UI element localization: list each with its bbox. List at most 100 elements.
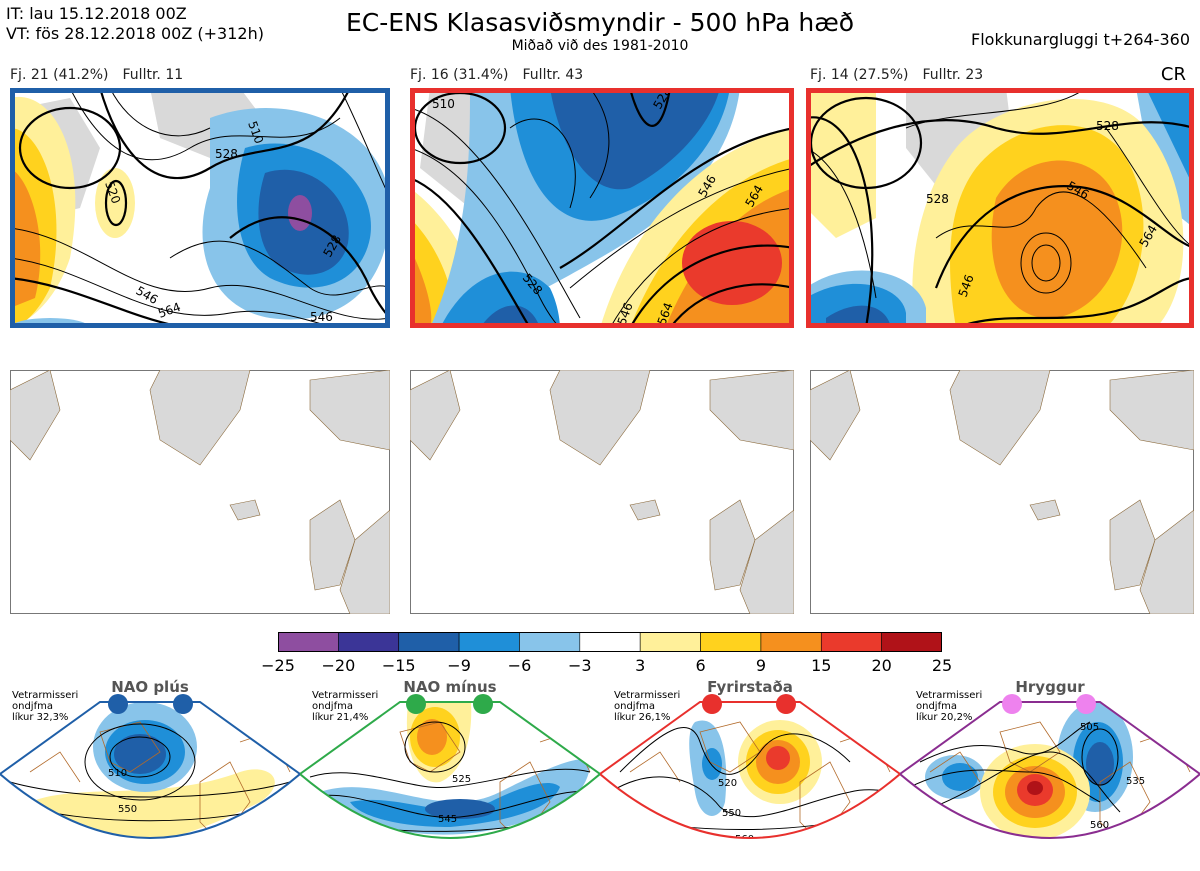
page-subtitle: Miðað við des 1981-2010: [511, 38, 689, 54]
colorbar-cell: [639, 632, 701, 652]
colorbar-tick-label: −20: [321, 656, 356, 675]
land-british-isles: [709, 499, 756, 591]
colorbar-cell: [278, 632, 339, 652]
regime-map-nao-plus: 510 550: [0, 694, 300, 839]
land-iceland: [629, 499, 661, 521]
regime-title-blocking: Fyrirstaða: [707, 678, 793, 696]
land-greenland: [549, 370, 651, 466]
colorbar-tick-label: 15: [811, 656, 832, 675]
contour-label: 525: [452, 774, 471, 785]
panel-2-fulltr: Fulltr. 43: [522, 67, 584, 83]
contour-label: 560: [1090, 820, 1109, 831]
contour-label: 510: [108, 768, 127, 779]
regime-dot: [406, 694, 426, 714]
colorbar-cell: [458, 632, 520, 652]
regime-title-nao-minus: NAO mínus: [403, 678, 497, 696]
land-europe: [1139, 509, 1194, 614]
panel-2-border: [410, 88, 794, 328]
cr-label: CR: [1160, 64, 1186, 85]
regime-map-blocking: 520 550 560: [600, 694, 900, 845]
regime-dot: [776, 694, 796, 714]
panel-1-border: [10, 88, 390, 328]
contour-label: 560: [735, 834, 754, 845]
panel-2-label: Fj. 16 (31.4%) Fulltr. 43: [410, 67, 597, 83]
panel-3-border: [806, 88, 1194, 328]
land-iceland: [1029, 499, 1061, 521]
colorbar-cell: [881, 632, 942, 652]
colorbar-tick-label: −9: [447, 656, 471, 675]
empty-map-1: [10, 370, 390, 614]
contour-label: 528: [215, 147, 238, 161]
colorbar-cell: [398, 632, 460, 652]
land-scandinavia: [1109, 370, 1194, 451]
regime-dot: [1002, 694, 1022, 714]
regime-title-ridge: Hryggur: [1015, 678, 1085, 696]
colorbar: [278, 632, 942, 652]
header-left: IT: lau 15.12.2018 00Z VT: fös 28.12.201…: [6, 4, 264, 44]
colorbar-cell: [338, 632, 400, 652]
contour-label: 550: [722, 808, 741, 819]
colorbar-cell: [519, 632, 581, 652]
cluster-map-1: 510 528 520 546 564 546 528: [10, 88, 390, 328]
land-canada: [810, 370, 861, 461]
colorbar-tick-label: 9: [755, 656, 766, 675]
land-europe: [339, 509, 390, 614]
colorbar-cell: [700, 632, 762, 652]
page-title: EC-ENS Klasasviðsmyndir - 500 hPa hæð: [345, 8, 855, 37]
empty-map-2: [410, 370, 794, 614]
regime-dot: [1076, 694, 1096, 714]
regime-info-ridge: Vetrarmisseri ondjfma líkur 20,2%: [916, 690, 983, 723]
regime-info-nao-minus: Vetrarmisseri ondjfma líkur 21,4%: [312, 690, 379, 723]
contour-label: 528: [926, 192, 949, 206]
land-europe: [739, 509, 794, 614]
colorbar-tick-label: 25: [931, 656, 953, 675]
panel-2-fj: Fj. 16 (31.4%): [410, 67, 509, 83]
land-iceland: [229, 499, 261, 521]
colorbar-cell: [579, 632, 641, 652]
regime-border: [0, 701, 300, 839]
contour-label: 535: [1126, 776, 1145, 787]
empty-map-3: [810, 370, 1194, 614]
panel-3-fj: Fj. 14 (27.5%): [810, 67, 909, 83]
contour-label: 528: [1096, 119, 1119, 133]
panel-1-fj: Fj. 21 (41.2%): [10, 67, 109, 83]
colorbar-tick-label: −15: [381, 656, 416, 675]
regime-border: [600, 701, 900, 839]
regime-border: [300, 701, 600, 839]
regime-map-ridge: 505 535 560: [900, 694, 1200, 839]
contour-label: 545: [438, 814, 457, 825]
regime-border: [900, 701, 1200, 839]
colorbar-tick-label: 3: [635, 656, 646, 675]
land-british-isles: [1109, 499, 1156, 591]
land-greenland: [949, 370, 1051, 466]
regime-dot: [702, 694, 722, 714]
land-canada: [10, 370, 61, 461]
regime-dot: [173, 694, 193, 714]
panel-1-label: Fj. 21 (41.2%) Fulltr. 11: [10, 67, 197, 83]
colorbar-tick-label: 6: [695, 656, 706, 675]
land-scandinavia: [309, 370, 390, 451]
cluster-map-2: 510 528 546 564 528 546 564: [410, 88, 794, 328]
regime-dot: [473, 694, 493, 714]
colorbar-tick-label: 20: [871, 656, 892, 675]
contour-label: 550: [118, 804, 137, 815]
contour-label: 505: [1080, 722, 1099, 733]
contour-label: 510: [432, 97, 455, 111]
panel-1-fulltr: Fulltr. 11: [122, 67, 184, 83]
colorbar-tick-label: −6: [507, 656, 532, 675]
land-scandinavia: [709, 370, 794, 451]
classification-window: Flokkunargluggi t+264-360: [971, 30, 1190, 49]
land-british-isles: [309, 499, 356, 591]
regime-info-nao-plus: Vetrarmisseri ondjfma líkur 32,3%: [12, 690, 79, 723]
cluster-map-3: 528 546 564 528 546 564: [806, 88, 1194, 328]
contour-label: 520: [718, 778, 737, 789]
regime-title-nao-plus: NAO plús: [111, 678, 189, 696]
land-greenland: [149, 370, 251, 466]
regime-info-blocking: Vetrarmisseri ondjfma líkur 26,1%: [614, 690, 681, 723]
valid-time: VT: fös 28.12.2018 00Z (+312h): [6, 24, 264, 43]
contour-label: 565: [445, 850, 464, 861]
land-canada: [410, 370, 461, 461]
initial-time: IT: lau 15.12.2018 00Z: [6, 4, 187, 23]
colorbar-tick-label: −25: [261, 656, 295, 675]
regime-dot: [108, 694, 128, 714]
